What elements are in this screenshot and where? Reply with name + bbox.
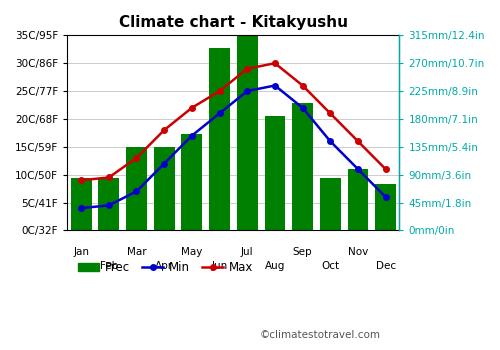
Text: Jun: Jun — [212, 261, 228, 271]
Text: Apr: Apr — [155, 261, 173, 271]
Text: Jan: Jan — [73, 247, 89, 257]
Text: Oct: Oct — [321, 261, 340, 271]
Text: Sep: Sep — [293, 247, 312, 257]
Text: Aug: Aug — [264, 261, 285, 271]
Text: ©climatestotravel.com: ©climatestotravel.com — [260, 330, 381, 340]
Text: Dec: Dec — [376, 261, 396, 271]
Bar — [292, 104, 313, 230]
Title: Climate chart - Kitakyushu: Climate chart - Kitakyushu — [119, 15, 348, 30]
Text: Mar: Mar — [126, 247, 146, 257]
Text: Jul: Jul — [241, 247, 254, 257]
Bar — [126, 147, 147, 230]
Bar — [320, 178, 340, 230]
Bar — [348, 168, 368, 230]
Bar — [209, 48, 230, 230]
Legend: Prec, Min, Max: Prec, Min, Max — [73, 257, 258, 279]
Bar — [154, 147, 174, 230]
Text: Nov: Nov — [348, 247, 368, 257]
Bar — [375, 184, 396, 230]
Bar — [237, 32, 258, 230]
Bar — [264, 116, 285, 230]
Text: Feb: Feb — [100, 261, 118, 271]
Bar — [98, 178, 119, 230]
Bar — [70, 178, 92, 230]
Text: May: May — [181, 247, 203, 257]
Bar — [182, 134, 202, 230]
